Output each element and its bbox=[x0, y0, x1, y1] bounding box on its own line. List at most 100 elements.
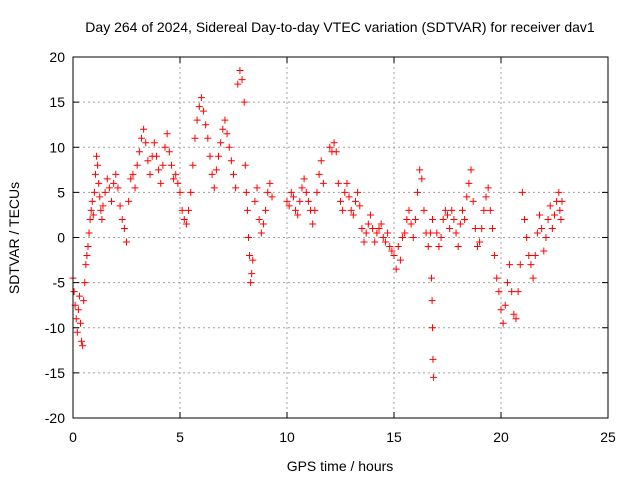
data-point bbox=[283, 197, 291, 205]
data-point bbox=[480, 206, 488, 214]
data-point bbox=[87, 206, 95, 214]
y-tick-label: -15 bbox=[45, 365, 65, 381]
data-point bbox=[221, 116, 229, 124]
y-tick-label: -20 bbox=[45, 410, 65, 426]
data-point bbox=[486, 206, 494, 214]
data-point bbox=[454, 243, 462, 251]
data-point bbox=[73, 328, 81, 336]
data-point bbox=[176, 188, 184, 196]
data-point bbox=[416, 166, 424, 174]
data-point bbox=[441, 206, 449, 214]
data-points bbox=[69, 67, 566, 381]
data-point bbox=[298, 184, 306, 192]
data-point bbox=[144, 157, 152, 165]
data-point bbox=[242, 188, 250, 196]
data-point bbox=[491, 252, 499, 260]
data-point bbox=[125, 197, 133, 205]
data-point bbox=[90, 188, 98, 196]
data-point bbox=[476, 238, 484, 246]
data-point bbox=[349, 211, 357, 219]
data-point bbox=[208, 170, 216, 178]
data-point bbox=[343, 179, 351, 187]
data-point bbox=[200, 107, 208, 115]
data-point bbox=[234, 80, 242, 88]
data-point bbox=[85, 229, 93, 237]
data-point bbox=[84, 243, 92, 251]
data-point bbox=[287, 188, 295, 196]
data-point bbox=[315, 170, 323, 178]
data-point bbox=[292, 206, 300, 214]
data-point bbox=[285, 202, 293, 210]
data-point bbox=[251, 197, 259, 205]
data-point bbox=[334, 179, 342, 187]
data-point bbox=[157, 179, 165, 187]
data-point bbox=[527, 261, 535, 269]
data-point bbox=[548, 224, 556, 232]
data-point bbox=[150, 139, 158, 147]
data-point bbox=[133, 161, 141, 169]
data-point bbox=[358, 224, 366, 232]
data-point bbox=[516, 261, 524, 269]
data-point bbox=[98, 215, 106, 223]
data-point bbox=[243, 206, 251, 214]
data-point bbox=[249, 256, 257, 264]
data-point bbox=[401, 229, 409, 237]
data-point bbox=[341, 188, 349, 196]
x-tick-label: 0 bbox=[69, 429, 77, 445]
data-point bbox=[403, 215, 411, 223]
data-point bbox=[75, 292, 83, 300]
data-point bbox=[146, 170, 154, 178]
data-point bbox=[360, 238, 368, 246]
data-point bbox=[392, 265, 400, 273]
data-point bbox=[458, 206, 466, 214]
data-point bbox=[259, 220, 267, 228]
data-point bbox=[97, 206, 105, 214]
data-point bbox=[499, 319, 507, 327]
data-point bbox=[414, 188, 422, 196]
data-point bbox=[533, 229, 541, 237]
data-point bbox=[536, 211, 544, 219]
data-point bbox=[429, 355, 437, 363]
data-point bbox=[332, 148, 340, 156]
data-point bbox=[551, 211, 558, 219]
data-point bbox=[444, 211, 451, 219]
data-point bbox=[484, 184, 492, 192]
data-point bbox=[326, 143, 334, 151]
data-point bbox=[396, 256, 404, 264]
data-point bbox=[544, 215, 552, 223]
y-tick-label: -10 bbox=[45, 320, 65, 336]
data-point bbox=[448, 206, 456, 214]
data-point bbox=[388, 247, 396, 255]
data-point bbox=[240, 98, 248, 106]
data-point bbox=[337, 197, 344, 205]
data-point bbox=[159, 161, 167, 169]
data-point bbox=[202, 121, 210, 129]
data-point bbox=[204, 134, 212, 142]
data-point bbox=[86, 215, 94, 223]
data-point bbox=[227, 157, 235, 165]
data-point bbox=[93, 152, 101, 160]
data-point bbox=[311, 206, 319, 214]
data-point bbox=[488, 224, 496, 232]
data-point bbox=[94, 161, 102, 169]
data-point bbox=[193, 116, 201, 124]
data-point bbox=[247, 279, 255, 287]
data-point bbox=[399, 234, 407, 241]
data-point bbox=[427, 274, 435, 282]
data-point bbox=[518, 188, 526, 196]
data-point bbox=[300, 175, 308, 183]
y-tick-label: 10 bbox=[49, 139, 65, 155]
data-point bbox=[508, 288, 516, 296]
x-tick-labels: 0 5 10 15 20 25 bbox=[69, 429, 616, 445]
data-point bbox=[379, 234, 387, 241]
data-point bbox=[510, 310, 518, 318]
data-point bbox=[96, 193, 104, 201]
data-point bbox=[428, 297, 436, 305]
data-point bbox=[439, 215, 447, 223]
data-point bbox=[512, 315, 520, 323]
data-point bbox=[435, 243, 443, 251]
data-point bbox=[405, 206, 413, 214]
data-point bbox=[375, 224, 383, 232]
data-point bbox=[411, 215, 419, 223]
data-point bbox=[174, 179, 182, 187]
